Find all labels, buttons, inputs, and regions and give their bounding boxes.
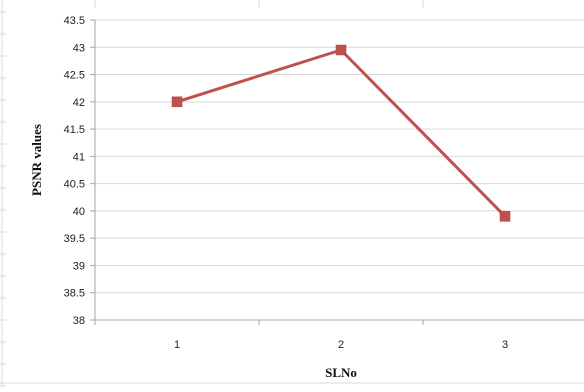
y-tick-label: 39	[73, 260, 85, 272]
axes	[94, 20, 584, 325]
y-tick-label: 38.5	[64, 288, 85, 300]
x-tick-label: 2	[338, 339, 344, 351]
y-tick-label: 42	[73, 97, 85, 109]
series-layer	[171, 44, 511, 222]
gridlines	[90, 19, 584, 321]
x-tick-label: 1	[174, 339, 180, 351]
data-point-marker	[335, 44, 347, 56]
y-tick-label: 38	[73, 315, 85, 327]
x-axis-title: SLNo	[325, 365, 357, 380]
x-tick-labels: 1 2 3	[174, 339, 508, 351]
y-tick-label: 41	[73, 151, 85, 163]
y-tick-label: 42.5	[64, 70, 85, 82]
x-tick-label: 3	[502, 339, 508, 351]
y-tick-label: 41.5	[64, 124, 85, 136]
y-tick-labels: 38 38.5 39 39.5 40 40.5 41 41.5 42 42.5 43 43.5	[64, 15, 85, 327]
y-tick-label: 40.5	[64, 179, 85, 191]
y-tick-label: 39.5	[64, 233, 85, 245]
y-axis-title: PSNR values	[29, 124, 44, 196]
data-point-marker	[499, 211, 511, 222]
y-tick-label: 43	[73, 42, 85, 54]
y-tick-label: 40	[73, 206, 85, 218]
y-tick-label: 43.5	[64, 15, 85, 27]
data-point-marker	[171, 96, 183, 108]
